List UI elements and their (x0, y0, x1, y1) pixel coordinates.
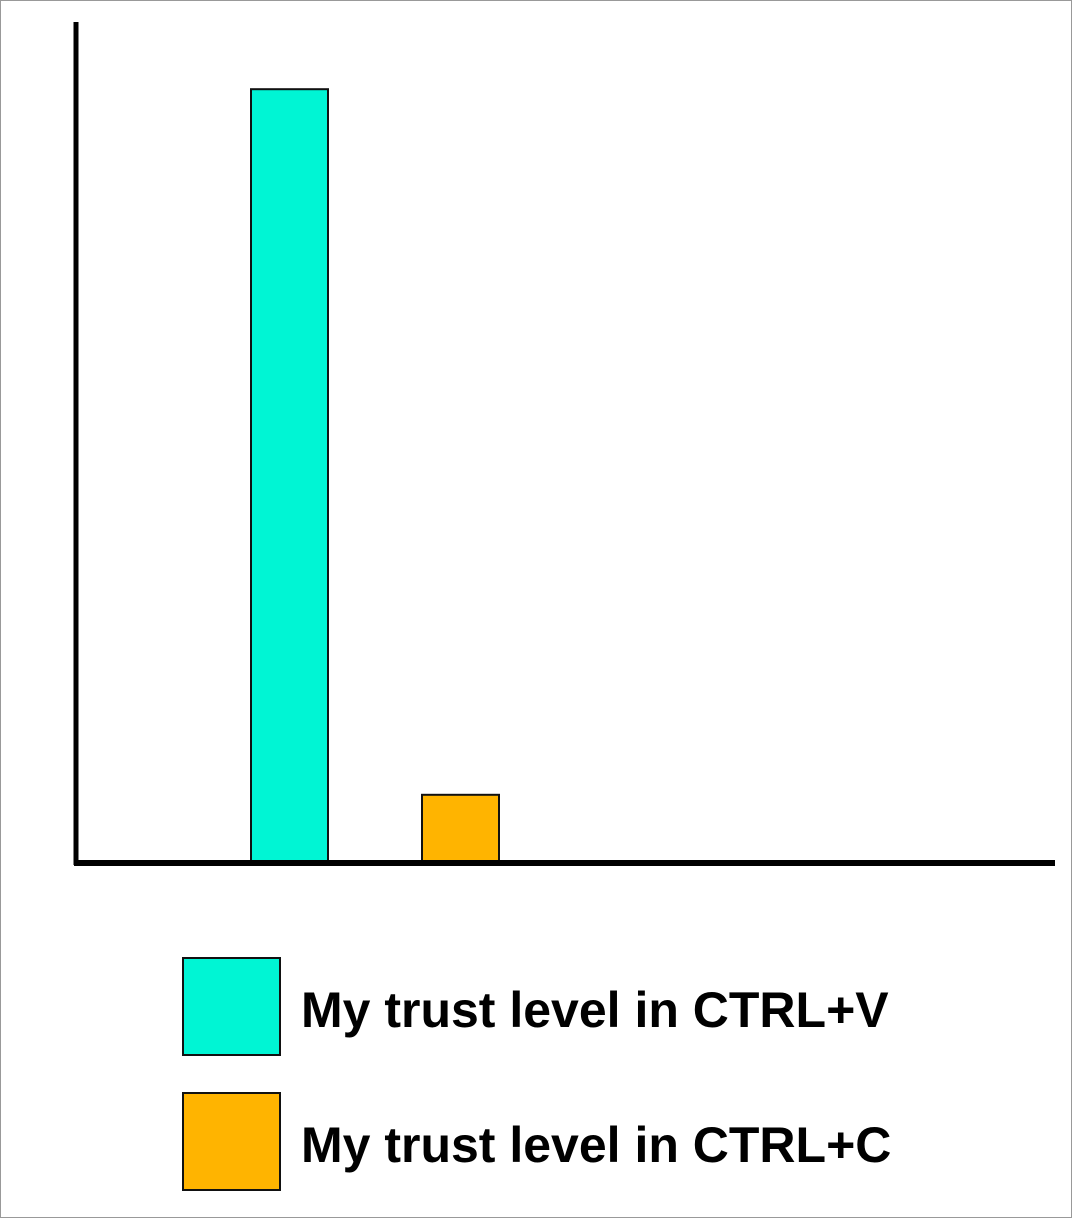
bar (250, 88, 329, 863)
legend-label: My trust level in CTRL+V (301, 982, 889, 1038)
legend-swatch (182, 1092, 281, 1191)
legend-label: My trust level in CTRL+C (301, 1117, 891, 1173)
legend-swatch (182, 957, 281, 1056)
bar (421, 793, 500, 863)
